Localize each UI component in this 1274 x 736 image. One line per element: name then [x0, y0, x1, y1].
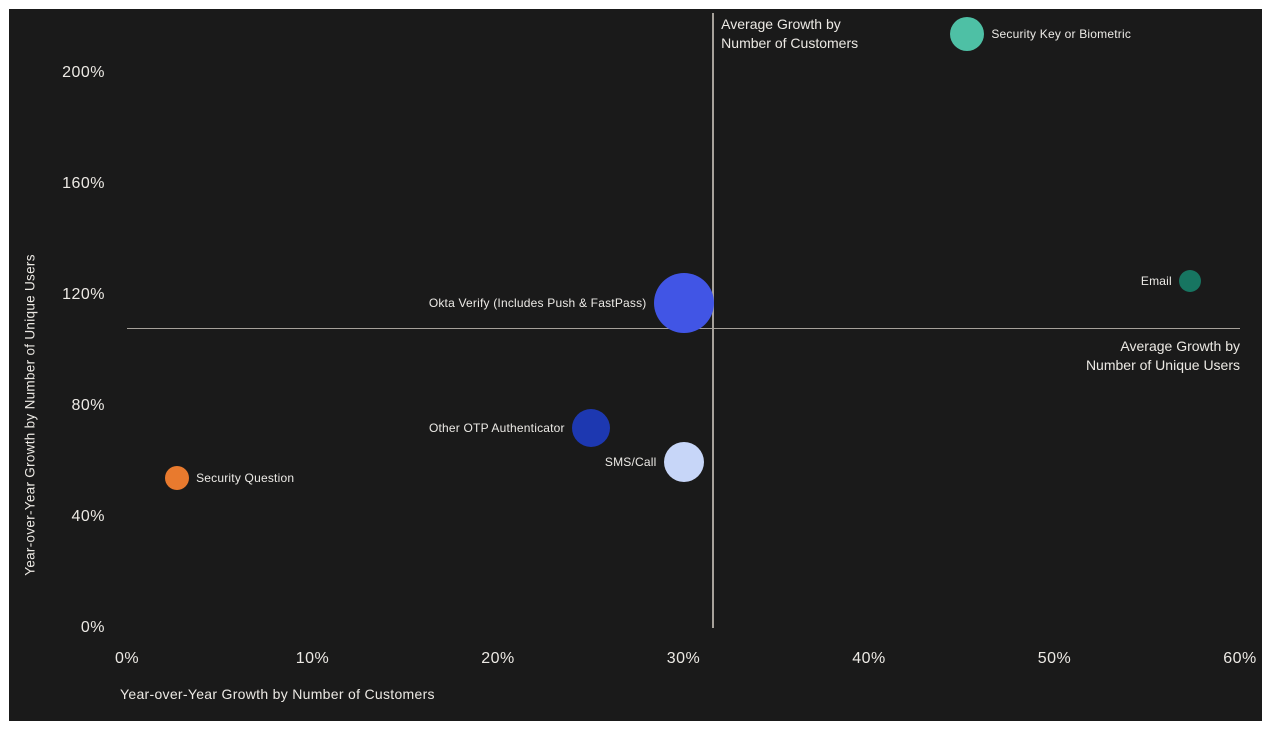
x-axis-tick-30: 30%	[666, 650, 701, 667]
x-axis-tick-10: 10%	[295, 650, 330, 667]
y-axis-tick-160: 160%	[62, 175, 105, 192]
average-users-label-line1: Average Growth by	[1120, 338, 1240, 355]
average-customers-line	[712, 13, 714, 628]
chart-panel	[9, 9, 1262, 721]
bubble-okta-verify-includes-push-fastpass	[653, 273, 714, 334]
bubble-label-security-question: Security Question	[196, 471, 295, 486]
y-axis-tick-0: 0%	[80, 619, 105, 636]
average-users-label-line2: Number of Unique Users	[1085, 357, 1240, 374]
average-users-label: Average Growth by Number of Unique Users	[1086, 337, 1240, 375]
y-axis-tick-80: 80%	[71, 397, 105, 414]
bubble-other-otp-authenticator	[571, 409, 610, 448]
y-axis-tick-40: 40%	[71, 508, 105, 525]
x-axis-tick-50: 50%	[1037, 650, 1072, 667]
bubble-email	[1178, 270, 1201, 293]
bubble-label-other-otp-authenticator: Other OTP Authenticator	[428, 421, 565, 436]
x-axis-tick-60: 60%	[1223, 650, 1257, 667]
average-customers-label-line1: Average Growth by	[721, 16, 841, 32]
y-axis-tick-120: 120%	[62, 286, 105, 303]
bubble-label-sms-call: SMS/Call	[604, 454, 657, 469]
bubble-label-email: Email	[1140, 274, 1172, 289]
average-customers-label: Average Growth by Number of Customers	[721, 15, 858, 53]
bubble-sms-call	[663, 441, 704, 482]
x-axis-tick-0: 0%	[114, 650, 140, 667]
average-customers-label-line2: Number of Customers	[721, 35, 859, 51]
x-axis-tick-20: 20%	[481, 650, 515, 667]
bubble-label-security-key-or-biometric: Security Key or Biometric	[991, 27, 1132, 42]
x-axis-tick-40: 40%	[852, 650, 886, 667]
x-axis-title: Year-over-Year Growth by Number of Custo…	[120, 686, 435, 702]
bubble-label-okta-verify-includes-push-fastpass: Okta Verify (Includes Push & FastPass)	[428, 296, 647, 311]
bubble-security-question	[165, 466, 190, 491]
y-axis-tick-200: 200%	[62, 64, 105, 81]
bubble-security-key-or-biometric	[950, 17, 985, 52]
